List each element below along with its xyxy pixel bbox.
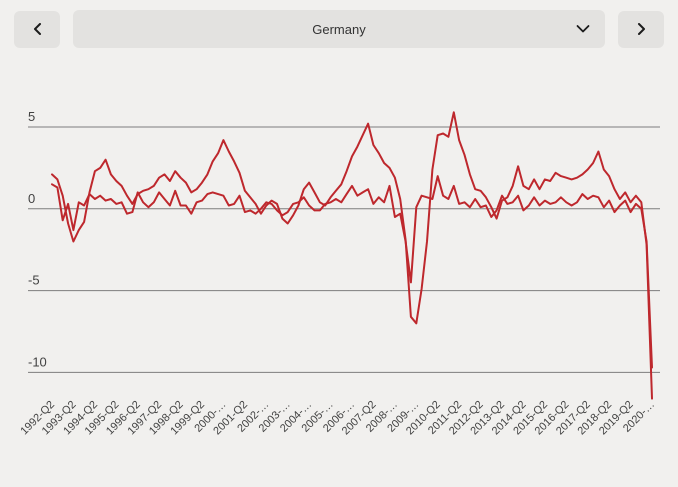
y-tick-label: -5	[28, 273, 40, 288]
y-tick-label: 5	[28, 109, 35, 124]
chevron-left-icon	[33, 23, 42, 35]
y-tick-label: -10	[28, 354, 47, 369]
gdp-growth-line-chart: 50-5-101992-Q21993-Q21994-Q21995-Q21996-…	[18, 109, 660, 437]
chart-line-2	[51, 175, 653, 369]
country-selector-toolbar: Germany	[0, 0, 678, 56]
chevron-right-icon	[637, 23, 646, 35]
chevron-down-icon	[576, 25, 590, 34]
prev-country-button[interactable]	[14, 10, 60, 48]
next-country-button[interactable]	[618, 10, 664, 48]
country-select-value: Germany	[312, 21, 366, 37]
country-select[interactable]: Germany	[73, 10, 605, 48]
chart-line-1	[51, 111, 653, 400]
y-tick-label: 0	[28, 191, 35, 206]
